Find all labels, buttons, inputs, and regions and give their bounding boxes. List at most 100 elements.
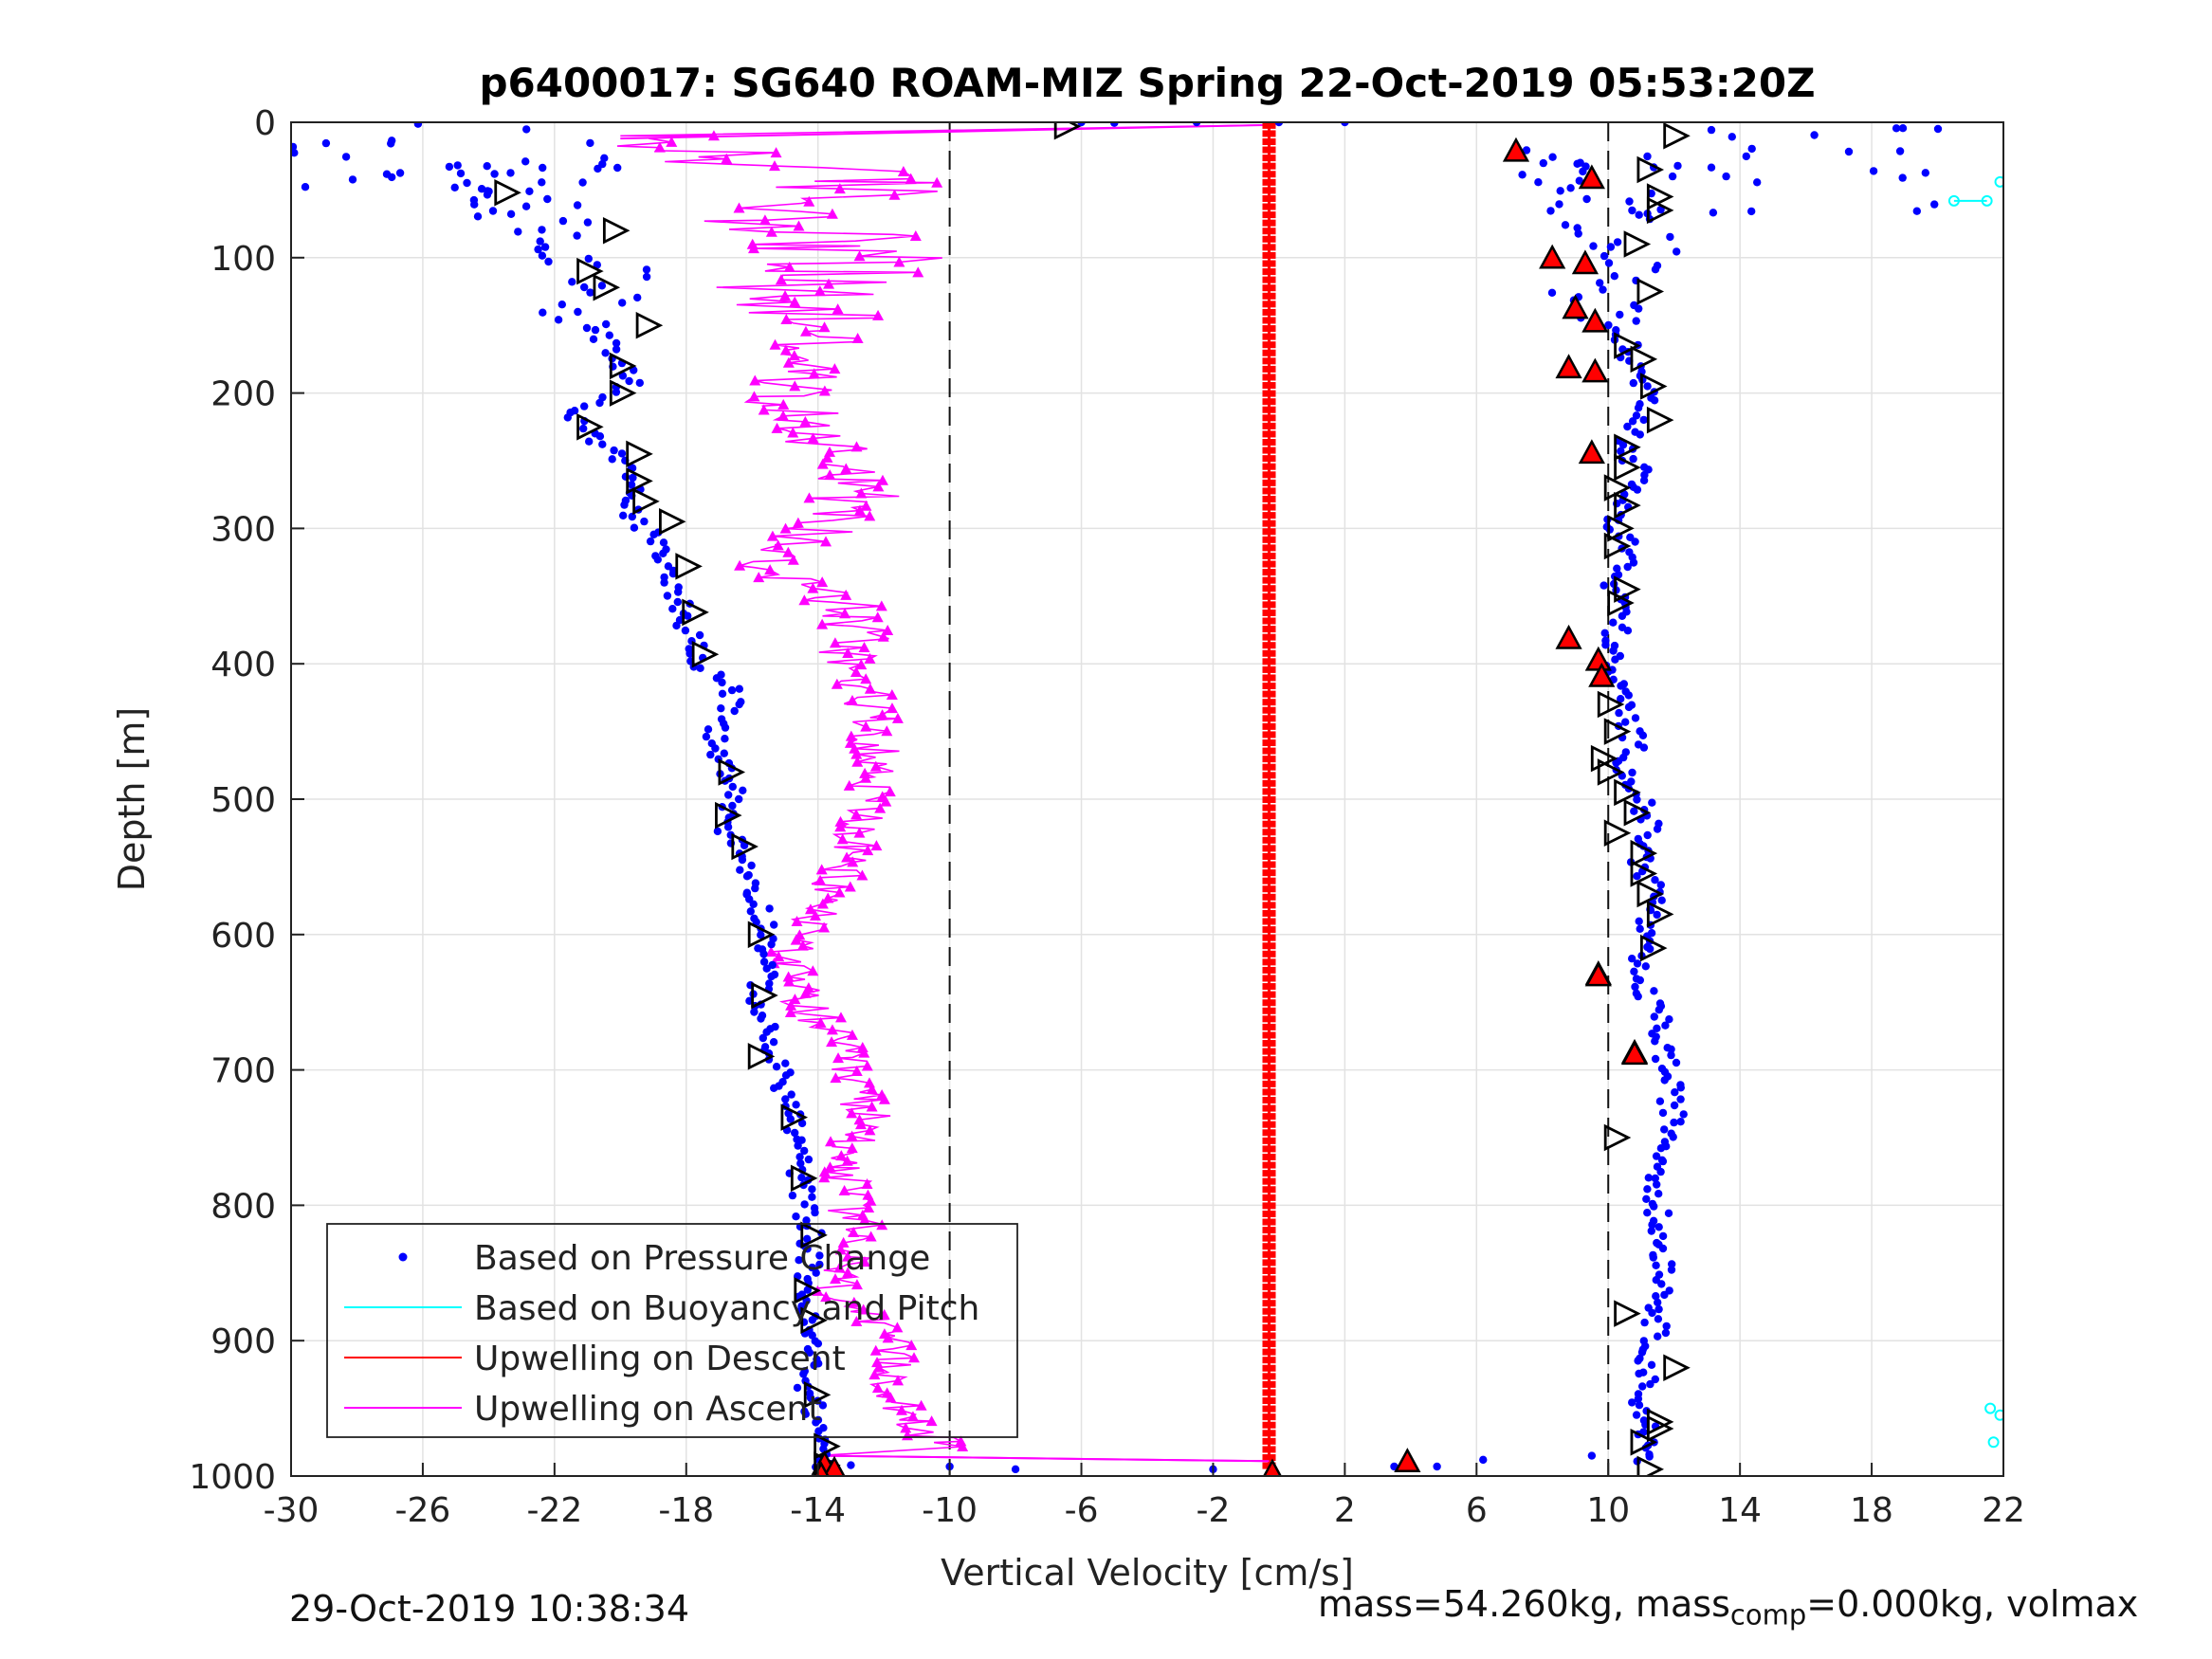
- descent-upwelling-point: [1262, 390, 1276, 397]
- ascent-upwelling-point: [957, 1441, 969, 1452]
- y-tick-label: 400: [210, 646, 276, 684]
- pressure-velocity-point: [1635, 210, 1643, 219]
- ascent-upwelling-point: [803, 195, 815, 207]
- ascent-upwelling-point: [764, 564, 777, 575]
- descent-upwelling-point: [1262, 536, 1276, 543]
- pressure-velocity-point: [1635, 1369, 1643, 1378]
- legend: Based on Pressure Change Based on Buoyanc…: [326, 1223, 1018, 1438]
- open-triangle-marker: [1614, 491, 1641, 520]
- descent-upwelling-point: [1262, 211, 1276, 219]
- ascent-upwelling-point: [884, 786, 896, 797]
- ascent-upwelling-point: [759, 214, 771, 226]
- descent-upwelling-point: [1262, 308, 1276, 316]
- descent-upwelling-point: [1262, 1437, 1276, 1445]
- pressure-velocity-point: [1709, 209, 1718, 217]
- descent-upwelling-point: [1262, 569, 1276, 576]
- descent-upwelling-point: [1262, 926, 1276, 934]
- pressure-velocity-point: [1600, 251, 1609, 261]
- pressure-velocity-point: [1617, 682, 1625, 690]
- descent-upwelling-point: [1262, 447, 1276, 454]
- ascent-upwelling-point: [871, 1382, 884, 1394]
- pressure-velocity-point: [580, 402, 589, 410]
- pressure-velocity-point: [1639, 415, 1648, 425]
- ascent-upwelling-point: [748, 391, 760, 402]
- pressure-velocity-point: [538, 226, 546, 234]
- pressure-velocity-point: [767, 972, 776, 981]
- open-triangle-marker: [593, 273, 621, 301]
- descent-upwelling-point: [1262, 934, 1276, 941]
- pressure-velocity-point: [1644, 465, 1653, 474]
- ascent-upwelling-point: [877, 630, 889, 642]
- pressure-velocity-point: [772, 1063, 781, 1071]
- descent-upwelling-point: [1262, 763, 1276, 771]
- pressure-velocity-point: [735, 794, 743, 804]
- ascent-upwelling-point: [777, 398, 790, 410]
- ascent-upwelling-point: [787, 554, 799, 565]
- open-triangle-marker: [1623, 799, 1652, 827]
- ascent-upwelling-point: [779, 344, 792, 356]
- descent-upwelling-point: [1262, 479, 1276, 486]
- ascent-upwelling-point: [824, 1161, 836, 1173]
- pressure-velocity-point: [629, 473, 637, 483]
- pressure-velocity-point: [674, 588, 683, 596]
- pressure-velocity-point: [395, 169, 405, 177]
- pressure-velocity-point: [1657, 1280, 1666, 1288]
- pressure-velocity-point: [1650, 1012, 1659, 1021]
- pressure-velocity-point: [787, 1090, 795, 1099]
- descent-upwelling-point: [1262, 235, 1276, 243]
- open-triangle-marker: [691, 640, 720, 668]
- ascent-upwelling-point: [769, 338, 781, 350]
- ascent-upwelling-point: [784, 1006, 796, 1017]
- ascent-upwelling-point: [816, 458, 829, 469]
- ascent-upwelling-point: [855, 487, 868, 499]
- pressure-velocity-point: [736, 866, 744, 874]
- descent-upwelling-point: [1262, 706, 1276, 714]
- pressure-velocity-point: [712, 674, 722, 683]
- ascent-upwelling-point: [815, 864, 828, 875]
- pressure-velocity-point: [1643, 1185, 1652, 1194]
- pressure-velocity-point: [810, 1360, 818, 1370]
- pressure-velocity-point: [1596, 279, 1604, 287]
- ascent-upwelling-point: [787, 427, 799, 438]
- open-triangle-marker: [1663, 1354, 1691, 1382]
- ascent-upwelling-point: [842, 1267, 854, 1278]
- pressure-velocity-point: [625, 376, 633, 386]
- ascent-upwelling-point: [779, 522, 792, 534]
- descent-upwelling-point: [1262, 674, 1276, 682]
- descent-upwelling-point: [1262, 812, 1276, 820]
- ascent-upwelling-point: [892, 1375, 905, 1386]
- pressure-velocity-point: [490, 170, 499, 178]
- ascent-upwelling-point: [747, 243, 759, 254]
- pressure-velocity-point: [796, 1159, 805, 1168]
- pressure-velocity-point: [1616, 310, 1624, 319]
- pressure-velocity-point: [1609, 618, 1618, 627]
- pressure-velocity-point: [808, 1193, 816, 1201]
- pressure-velocity-point: [612, 388, 621, 396]
- ascent-upwelling-point: [915, 1399, 927, 1411]
- pressure-velocity-point: [1656, 881, 1666, 889]
- pressure-velocity-point: [1601, 641, 1610, 649]
- open-triangle-marker: [790, 1164, 818, 1193]
- pressure-velocity-point: [1547, 288, 1557, 297]
- descent-upwelling-point: [1262, 357, 1276, 365]
- descent-upwelling-point: [1262, 1007, 1276, 1014]
- descent-upwelling-point: [1262, 861, 1276, 868]
- pressure-velocity-point: [1641, 962, 1651, 971]
- pressure-velocity-point: [591, 325, 600, 335]
- pressure-velocity-point: [568, 278, 576, 286]
- ascent-upwelling-point: [859, 767, 871, 778]
- pressure-velocity-point: [742, 872, 752, 881]
- pressure-velocity-point: [793, 1383, 802, 1393]
- pressure-velocity-point: [765, 904, 774, 913]
- open-triangle-marker: [626, 467, 653, 495]
- ascent-upwelling-point: [860, 720, 872, 732]
- pressure-velocity-point: [794, 1141, 802, 1150]
- descent-upwelling-point: [1262, 292, 1276, 300]
- ascent-upwelling-point: [822, 892, 834, 903]
- pressure-velocity-point: [1747, 207, 1756, 216]
- pressure-velocity-point: [521, 202, 531, 210]
- descent-upwelling-point: [1262, 203, 1276, 210]
- open-triangle-marker: [1597, 690, 1625, 719]
- mass-subscript: comp: [1729, 1598, 1807, 1632]
- pressure-velocity-point: [1643, 152, 1652, 161]
